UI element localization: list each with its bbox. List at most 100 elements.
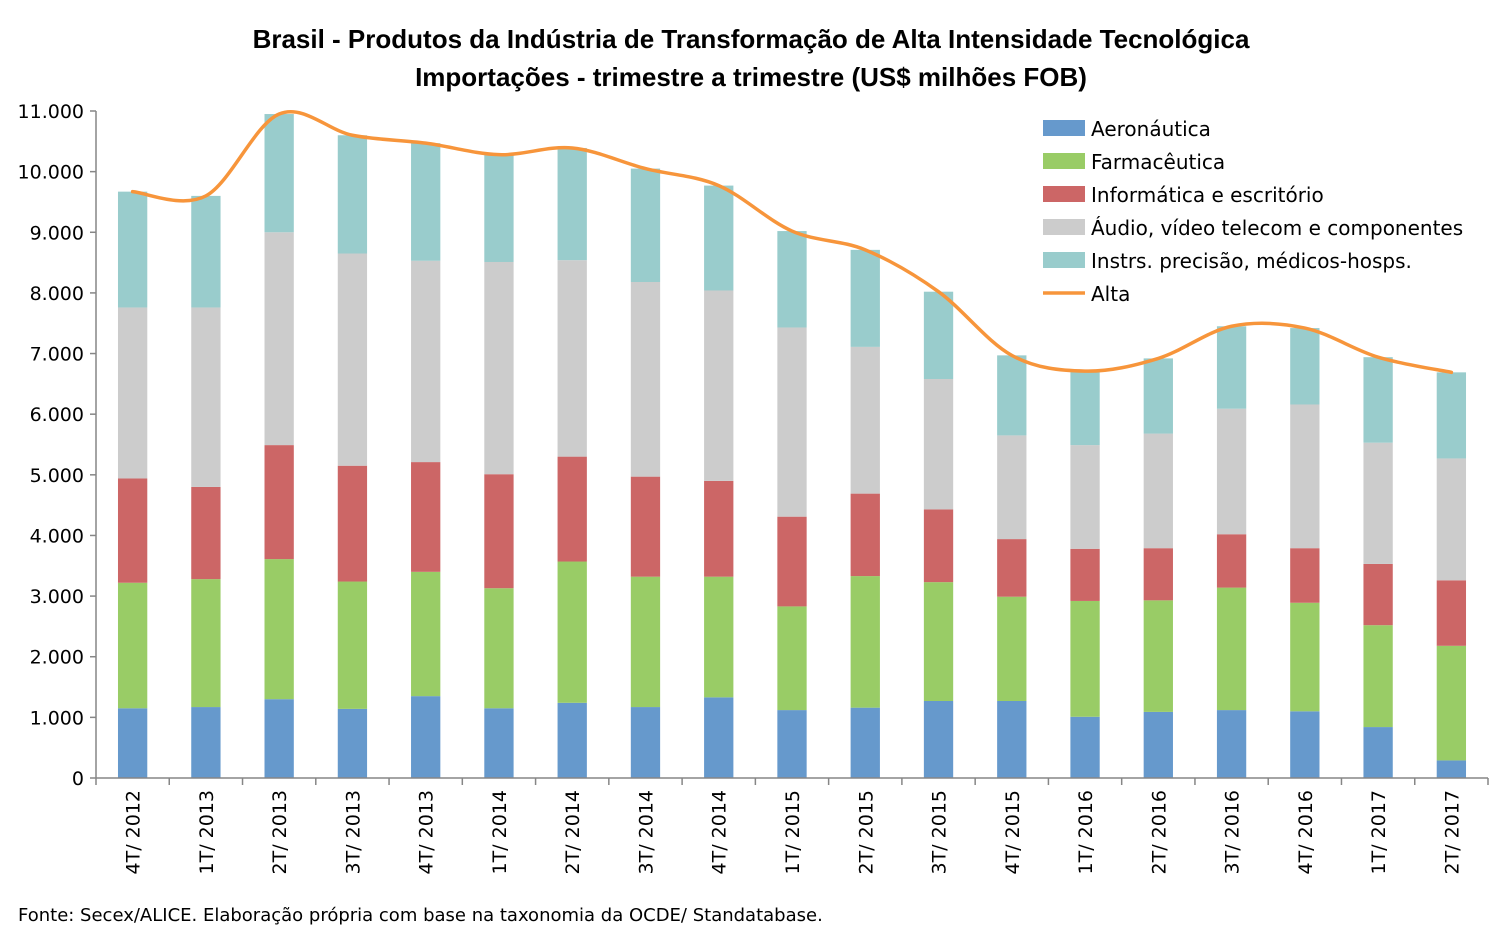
x-tick-label: 2T/ 2016 bbox=[1148, 790, 1170, 875]
y-tick-label: 6.000 bbox=[30, 404, 84, 426]
bar-segment bbox=[1070, 548, 1100, 601]
bar-segment bbox=[923, 379, 954, 510]
bar-segment bbox=[337, 253, 368, 466]
bar-segment bbox=[1290, 602, 1320, 712]
bar-segment bbox=[1363, 442, 1393, 564]
bar-segment bbox=[557, 561, 587, 703]
x-tick-label: 3T/ 2015 bbox=[929, 790, 951, 875]
bar-segment bbox=[923, 291, 954, 380]
legend-label: Instrs. precisão, médicos-hosps. bbox=[1091, 249, 1412, 273]
bar-segment bbox=[1070, 445, 1100, 549]
bar-segment bbox=[704, 480, 734, 577]
y-tick-label: 5.000 bbox=[30, 465, 84, 487]
bar-segment bbox=[630, 576, 661, 708]
chart-subtitle: Importações - trimestre a trimestre (US$… bbox=[415, 62, 1087, 92]
bar-segment bbox=[1216, 710, 1247, 778]
bar-segment bbox=[1216, 326, 1247, 409]
bar-segment bbox=[1363, 563, 1393, 626]
x-tick-label: 1T/ 2015 bbox=[782, 790, 804, 875]
bar-segment bbox=[1290, 328, 1320, 405]
y-tick-label: 4.000 bbox=[30, 525, 84, 547]
y-tick-label: 2.000 bbox=[30, 647, 84, 669]
y-tick-label: 1.000 bbox=[30, 707, 84, 729]
bar-segment bbox=[850, 707, 880, 778]
bar-segment bbox=[1436, 372, 1467, 459]
bar-segment bbox=[1070, 371, 1100, 446]
bar-segment bbox=[777, 710, 807, 778]
bar-segment bbox=[777, 327, 807, 517]
x-tick-label: 3T/ 2016 bbox=[1222, 790, 1244, 875]
x-tick-label: 1T/ 2016 bbox=[1075, 790, 1097, 875]
bar-segment bbox=[117, 307, 148, 479]
line-series-alta bbox=[130, 110, 1454, 375]
bar-segment bbox=[850, 249, 880, 347]
chart-title: Brasil - Produtos da Indústria de Transf… bbox=[253, 24, 1250, 54]
bar-segment bbox=[997, 596, 1027, 701]
x-tick-label: 1T/ 2013 bbox=[196, 790, 218, 875]
bar-segment bbox=[1143, 358, 1173, 434]
bar-segment bbox=[1363, 625, 1393, 728]
bar-segment bbox=[777, 606, 807, 711]
bar-stack-group bbox=[117, 114, 1467, 778]
bar-segment bbox=[411, 143, 441, 261]
bar-segment bbox=[1436, 760, 1467, 778]
x-tick-label: 3T/ 2013 bbox=[342, 790, 364, 875]
bar-segment bbox=[337, 708, 368, 778]
bar-segment bbox=[923, 582, 954, 701]
bar-segment bbox=[1290, 404, 1320, 549]
bar-segment bbox=[997, 539, 1027, 597]
x-axis: 4T/ 2012 1T/ 2013 2T/ 2013 3T/ 2013 4T/ 2013… bbox=[95, 777, 1489, 875]
bar-segment bbox=[557, 260, 587, 457]
bar-segment bbox=[1143, 433, 1173, 549]
bar-segment bbox=[630, 476, 661, 577]
legend-swatch bbox=[1043, 219, 1085, 235]
bar-segment bbox=[1216, 408, 1247, 535]
bar-segment bbox=[1143, 711, 1173, 778]
bar-segment bbox=[191, 579, 221, 708]
bar-segment bbox=[923, 509, 954, 583]
y-axis: 0 1.000 2.000 3.000 4.000 5.000 6.000 7.000 8.00… bbox=[18, 101, 97, 790]
x-tick-label: 1T/ 2014 bbox=[489, 790, 511, 875]
bar-segment bbox=[484, 708, 514, 778]
bar-segment bbox=[1143, 548, 1173, 601]
bar-segment bbox=[704, 290, 734, 481]
legend-label: Aeronáutica bbox=[1091, 117, 1211, 141]
source-note: Fonte: Secex/ALICE. Elaboração própria c… bbox=[18, 905, 823, 926]
bar-segment bbox=[1363, 727, 1393, 778]
bar-segment bbox=[411, 462, 441, 572]
legend-swatch bbox=[1043, 153, 1085, 169]
x-tick-label: 4T/ 2015 bbox=[1002, 790, 1024, 875]
bar-segment bbox=[850, 493, 880, 577]
bar-segment bbox=[264, 232, 294, 446]
bar-segment bbox=[1070, 716, 1100, 778]
line-series-group bbox=[130, 110, 1454, 375]
bar-segment bbox=[923, 700, 954, 778]
legend-label: Alta bbox=[1091, 282, 1130, 306]
bar-segment bbox=[997, 700, 1027, 778]
bar-segment bbox=[557, 147, 587, 261]
legend-label: Áudio, vídeo telecom e componentes bbox=[1091, 216, 1463, 240]
bar-segment bbox=[191, 486, 221, 580]
x-tick-label: 2T/ 2014 bbox=[562, 790, 584, 875]
y-tick-label: 3.000 bbox=[30, 586, 84, 608]
bar-segment bbox=[1436, 458, 1467, 581]
y-tick-label: 11.000 bbox=[18, 101, 84, 123]
x-tick-label: 2T/ 2013 bbox=[269, 790, 291, 875]
bar-segment bbox=[484, 474, 514, 589]
x-tick-label: 3T/ 2014 bbox=[635, 790, 657, 875]
bar-segment bbox=[777, 231, 807, 328]
bar-segment bbox=[411, 260, 441, 463]
bar-segment bbox=[337, 581, 368, 709]
legend-label: Farmacêutica bbox=[1091, 150, 1225, 174]
x-tick-label: 4T/ 2012 bbox=[123, 790, 145, 875]
bar-segment bbox=[264, 445, 294, 560]
bar-segment bbox=[411, 696, 441, 778]
bar-segment bbox=[117, 478, 148, 583]
bar-segment bbox=[117, 582, 148, 709]
bar-segment bbox=[850, 346, 880, 494]
bar-segment bbox=[411, 571, 441, 697]
x-tick-label: 1T/ 2017 bbox=[1368, 790, 1390, 875]
bar-segment bbox=[1436, 580, 1467, 646]
bar-segment bbox=[1290, 711, 1320, 778]
